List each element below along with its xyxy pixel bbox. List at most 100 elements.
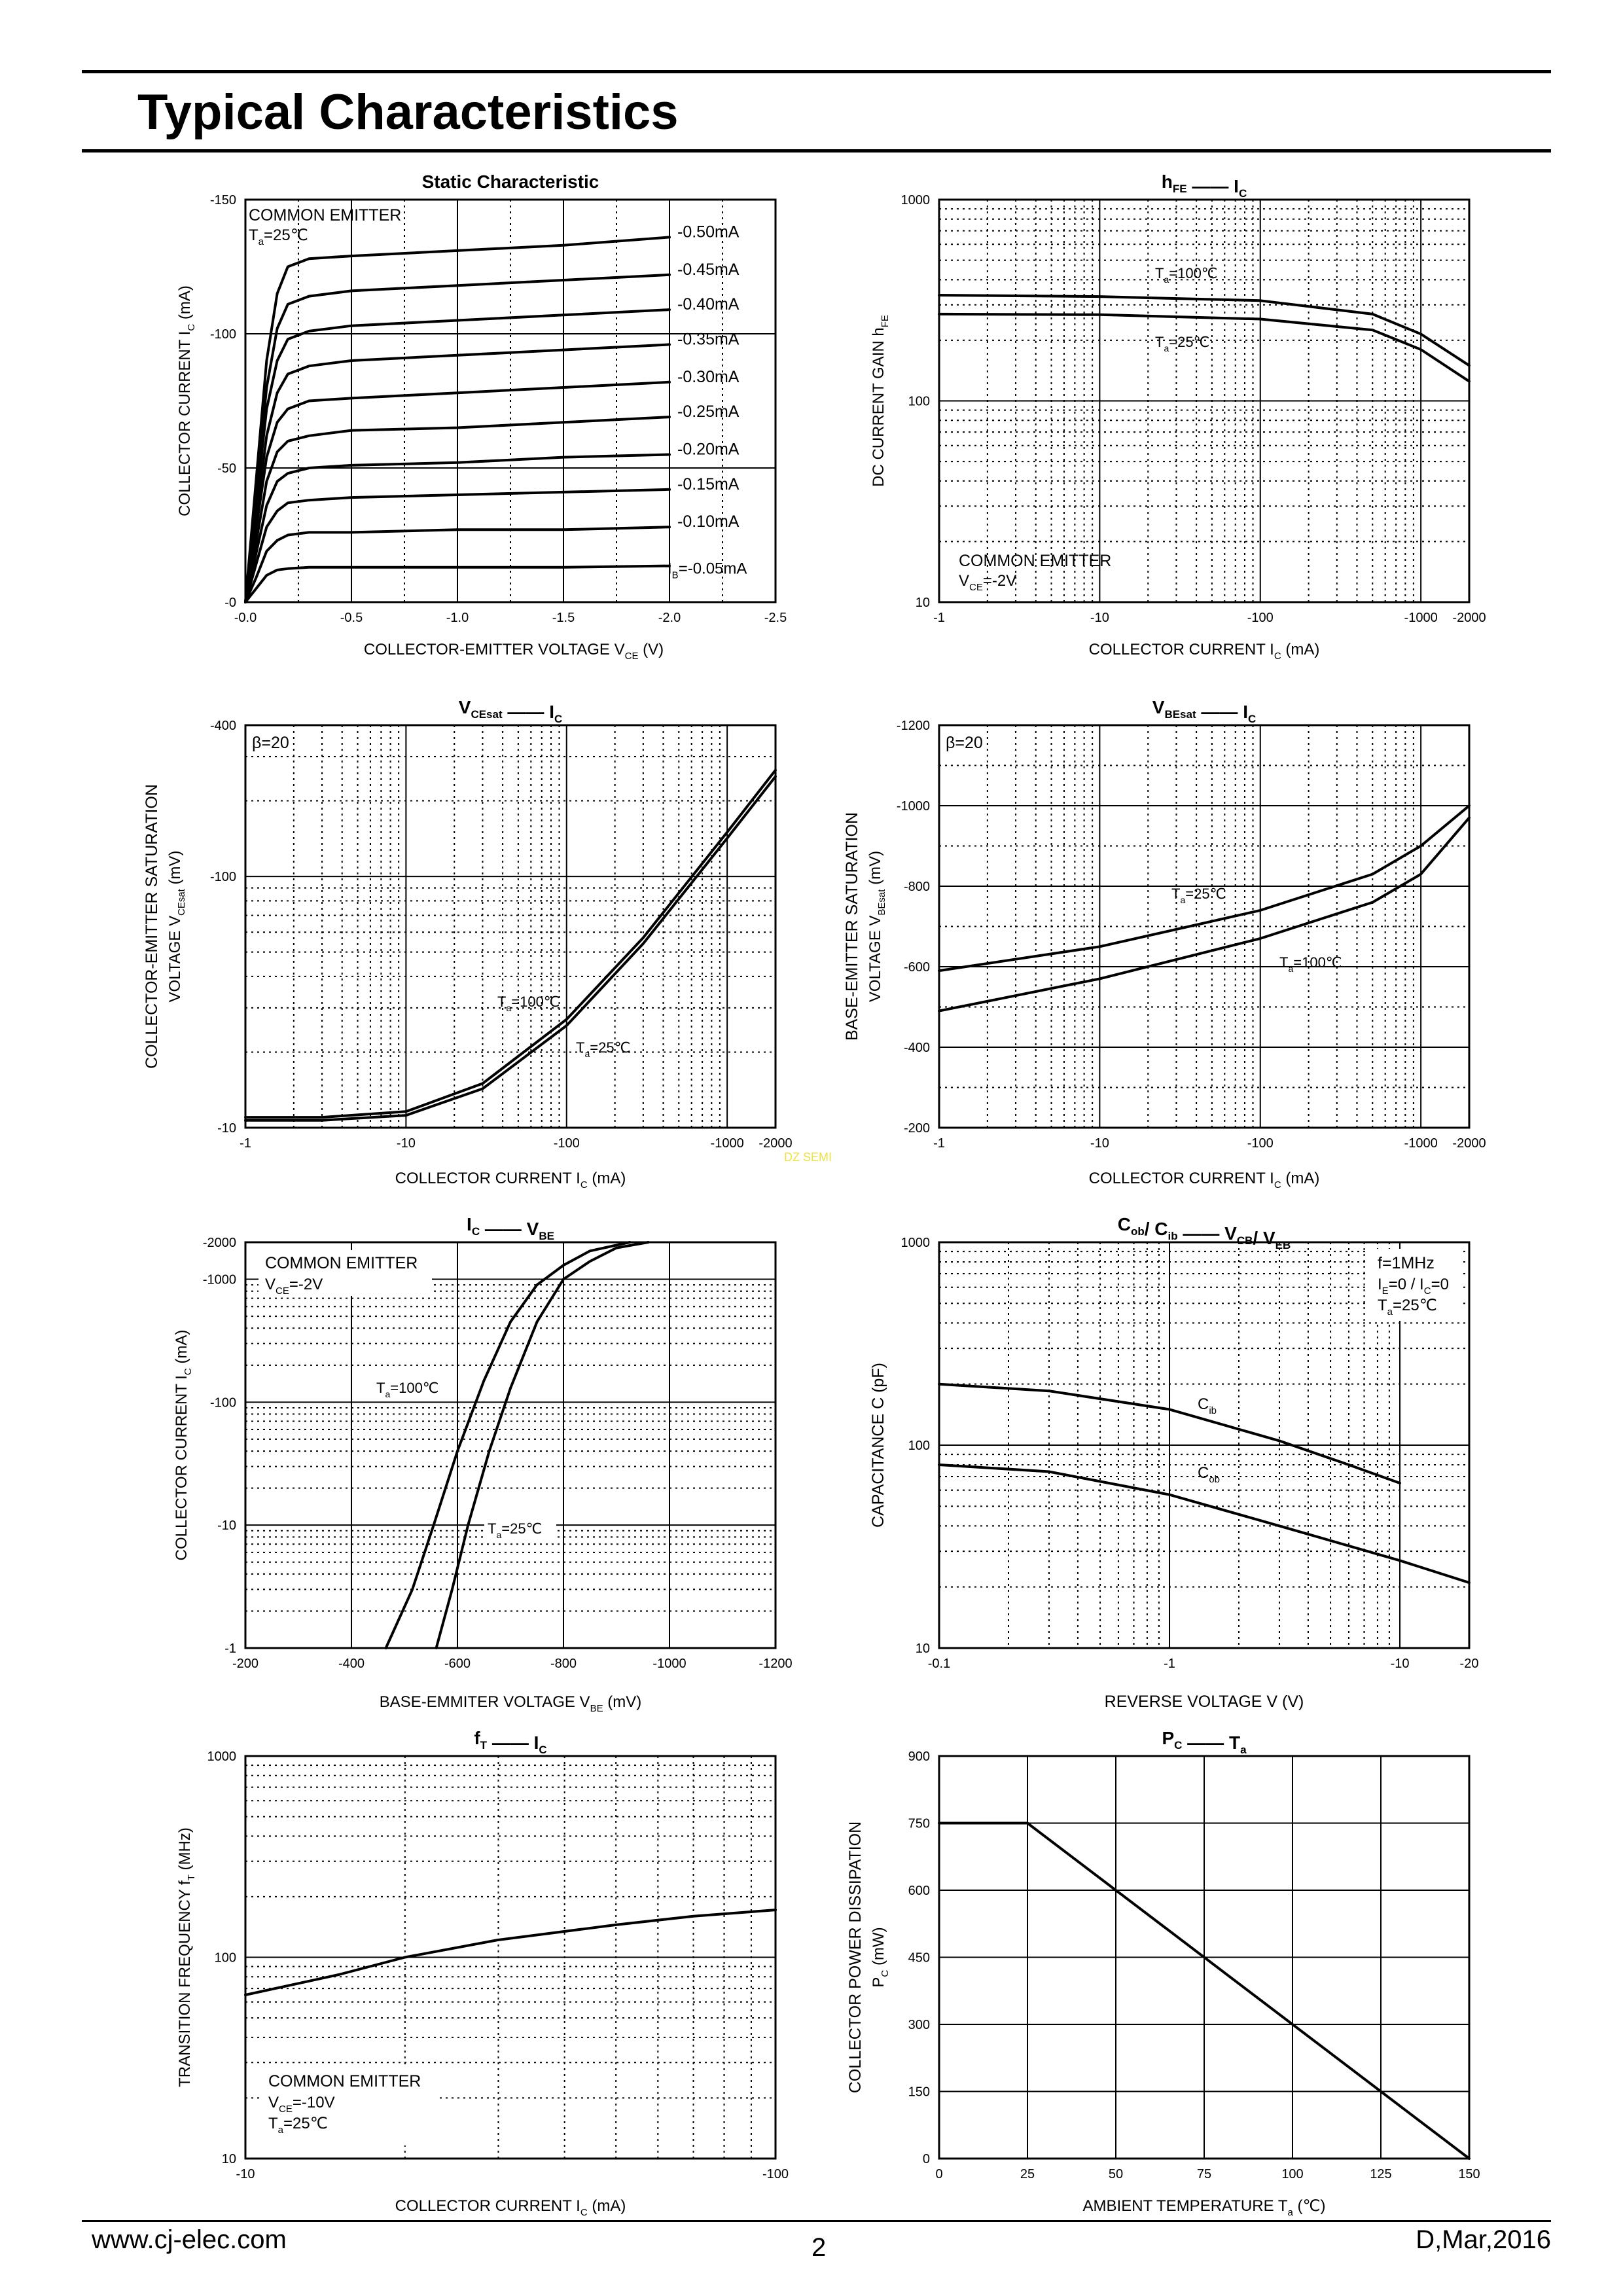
x-axis-label: AMBIENT TEMPERATURE Ta (℃) xyxy=(1083,2197,1326,2218)
annotation-common-emitter: COMMON EMITTER xyxy=(268,2072,421,2090)
page-number: 2 xyxy=(812,2233,827,2262)
x-tick-label: -1000 xyxy=(652,1657,686,1671)
annotation-temperature: Ta=25℃ xyxy=(249,226,308,247)
x-tick-label: 50 xyxy=(1109,2167,1123,2181)
series-label: Ta=25℃ xyxy=(576,1039,630,1059)
x-tick-label: -1000 xyxy=(1404,611,1438,625)
y-tick-label: 100 xyxy=(215,1951,236,1965)
y-tick-label: 450 xyxy=(908,1951,930,1965)
y-axis-label: COLLECTOR CURRENT IC (mA) xyxy=(173,1330,194,1561)
chart-title: Static Characteristic xyxy=(422,171,599,192)
x-tick-label: -20 xyxy=(1460,1657,1479,1671)
annotation-vce: VCE=-2V xyxy=(265,1276,323,1297)
x-axis-label: COLLECTOR CURRENT IC (mA) xyxy=(395,2197,626,2218)
series-label: IB=-0.05mA xyxy=(668,560,747,581)
x-axis-label: COLLECTOR CURRENT IC (mA) xyxy=(1089,1170,1320,1191)
y-tick-label: -200 xyxy=(904,1121,930,1136)
y-tick-label: 100 xyxy=(908,1439,930,1453)
x-tick-label: -600 xyxy=(444,1657,471,1671)
series-label: -0.15mA xyxy=(677,475,740,493)
x-tick-label: -1000 xyxy=(711,1136,744,1151)
x-tick-label: -100 xyxy=(1247,1136,1274,1151)
ft-chart: -10 -100 10 100 1000 fT —— IC COLLECTOR CURREN… xyxy=(176,1728,789,2218)
x-tick-label: -2000 xyxy=(1452,1136,1486,1151)
y-tick-label: -100 xyxy=(210,870,236,884)
annotation-beta: β=20 xyxy=(946,734,983,752)
x-tick-label: 75 xyxy=(1197,2167,1211,2181)
static-characteristic-chart: -0.0 -0.5 -1.0 -1.5 -2.0 -2.5 -0 -50 -100 -150 Sta… xyxy=(176,171,787,662)
y-tick-label: -600 xyxy=(904,960,930,975)
series-line xyxy=(244,526,671,603)
annotation-box xyxy=(262,2067,438,2145)
series-line xyxy=(938,312,1471,383)
x-tick-label: -1 xyxy=(933,1136,945,1151)
y-tick-label: -1000 xyxy=(203,1273,236,1287)
pc-chart: 0 25 50 75 100 125 150 0 150 300 450 600 750 900 PC ——… xyxy=(846,1728,1480,2218)
y-tick-label: -400 xyxy=(210,719,236,733)
x-tick-label: 100 xyxy=(1281,2167,1303,2181)
x-tick-label: 150 xyxy=(1458,2167,1480,2181)
x-axis-label: COLLECTOR CURRENT IC (mA) xyxy=(1089,641,1320,662)
y-axis-label-2: VOLTAGE VBEsat (mV) xyxy=(866,851,887,1002)
series-label: -0.45mA xyxy=(677,260,740,279)
series-label: -0.35mA xyxy=(677,330,740,348)
x-tick-label: -2.0 xyxy=(658,611,681,625)
x-tick-label: -1 xyxy=(240,1136,251,1151)
y-axis-label: TRANSITION FREQUENCY fT (MHz) xyxy=(176,1827,197,2087)
y-axis-label-2: PC (mW) xyxy=(870,1927,891,1987)
chart-title: hFE —— IC xyxy=(1162,171,1247,200)
y-axis-label: DC CURRENT GAIN hFE xyxy=(870,315,891,487)
title-rule xyxy=(82,149,1551,152)
x-tick-label: -1000 xyxy=(1404,1136,1438,1151)
x-tick-label: -0.5 xyxy=(340,611,363,625)
series-line xyxy=(938,1463,1471,1585)
annotation-bias: IE=0 / IC=0 xyxy=(1378,1276,1449,1297)
series-line xyxy=(244,488,671,603)
series-label: Ta=25℃ xyxy=(1171,886,1226,905)
y-tick-label: 0 xyxy=(923,2152,930,2166)
x-tick-label: -100 xyxy=(1247,611,1274,625)
series-label: Ta=25℃ xyxy=(488,1520,542,1540)
y-axis-label: COLLECTOR CURRENT IC (mA) xyxy=(176,285,197,516)
annotation-temperature: Ta=25℃ xyxy=(268,2115,328,2136)
y-tick-label: -150 xyxy=(210,193,236,207)
annotation-temperature: Ta=25℃ xyxy=(1378,1297,1437,1318)
annotation-common-emitter: COMMON EMITTER xyxy=(265,1254,418,1272)
x-tick-label: -10 xyxy=(236,2167,255,2181)
y-tick-label: 900 xyxy=(908,1749,930,1764)
x-tick-label: -1 xyxy=(1164,1657,1175,1671)
y-axis-label: BASE-EMITTER SATURATION xyxy=(843,812,861,1041)
revision-date: D,Mar,2016 xyxy=(1416,2225,1551,2254)
annotation-vce: VCE=-2V xyxy=(959,572,1016,593)
y-axis-label: COLLECTOR POWER DISSIPATION xyxy=(846,1821,865,2093)
y-tick-label: -400 xyxy=(904,1041,930,1055)
series-line xyxy=(244,1909,777,1996)
y-tick-label: -50 xyxy=(217,461,236,476)
footer-website[interactable]: www.cj-elec.com xyxy=(92,2225,287,2254)
series-line xyxy=(244,273,671,603)
y-tick-label: 10 xyxy=(222,2152,236,2166)
x-tick-label: -1.5 xyxy=(552,611,575,625)
series-label: -0.50mA xyxy=(677,223,740,241)
capacitance-chart: -0.1 -1 -10 -20 10 100 1000 Cob/ Cib —— VCB/ VE… xyxy=(869,1214,1479,1711)
series-label: -0.40mA xyxy=(677,295,740,314)
y-tick-label: 100 xyxy=(908,395,930,409)
x-tick-label: -1 xyxy=(933,611,945,625)
y-tick-label: 1000 xyxy=(901,1236,931,1250)
series-line xyxy=(244,343,671,603)
label-bg xyxy=(484,1517,556,1541)
series-label: Ta=100℃ xyxy=(376,1380,439,1399)
y-tick-label: 10 xyxy=(916,596,930,610)
series-line xyxy=(938,294,1471,367)
series-label: Ta=100℃ xyxy=(497,994,560,1013)
series-line xyxy=(244,416,671,603)
page-title: Typical Characteristics xyxy=(137,84,679,140)
annotation-box xyxy=(259,1250,432,1296)
x-tick-label: -100 xyxy=(762,2167,789,2181)
series-line xyxy=(244,308,671,603)
chart-title: VBEsat —— IC xyxy=(1152,697,1257,725)
y-tick-label: 1000 xyxy=(207,1749,237,1764)
y-tick-label: 750 xyxy=(908,1817,930,1831)
series-label: Ta=100℃ xyxy=(1279,954,1342,974)
x-tick-label: 25 xyxy=(1020,2167,1035,2181)
